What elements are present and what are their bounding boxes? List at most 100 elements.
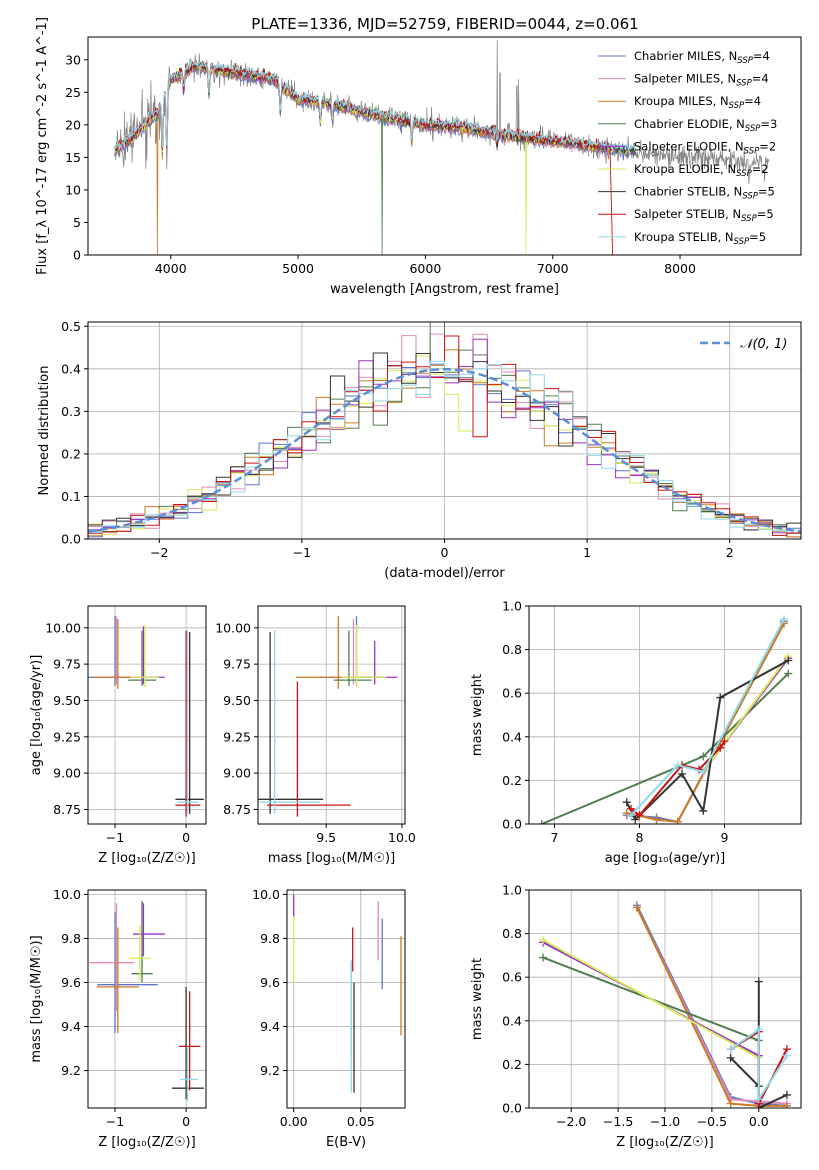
y-tick-label: 9.8 xyxy=(260,931,280,946)
y-tick-label: 9.6 xyxy=(260,975,280,990)
weight-point-marker xyxy=(673,761,682,770)
y-tick-label: 9.50 xyxy=(223,693,251,708)
y-tick-label: 9.75 xyxy=(223,657,251,672)
legend-label: Kroupa STELIB, NSSP=5 xyxy=(634,230,766,247)
y-tick-label: 9.00 xyxy=(223,766,251,781)
weight-point-marker xyxy=(632,903,641,912)
errorbar-point xyxy=(176,630,199,814)
weight-series-line xyxy=(625,659,789,822)
weight-point-marker xyxy=(720,737,729,746)
plot-spectrum: 4000 5000 6000 7000 8000 0 5 10 15 20 25 30 waveleng… xyxy=(35,17,802,297)
x-axis-label: Z [log₁₀(Z/Z☉)] xyxy=(98,851,195,866)
errorbar-point xyxy=(341,624,387,688)
legend-label: 𝒩(0, 1) xyxy=(740,337,787,352)
x-tick-label: −1 xyxy=(106,830,124,845)
legend-label: Chabrier STELIB, NSSP=5 xyxy=(634,185,775,202)
x-axis-label: Z [log₁₀(Z/Z☉)] xyxy=(616,1135,713,1150)
weight-series-line xyxy=(630,618,785,816)
weight-point-marker xyxy=(678,769,686,778)
spectrum-model-line xyxy=(114,59,636,153)
spectrum-legend: Chabrier MILES, NSSP=4 Salpeter MILES, NS… xyxy=(598,49,777,247)
weight-point-marker xyxy=(537,820,546,824)
x-tick-label: 9 xyxy=(721,830,729,845)
weight-point-marker xyxy=(754,1025,763,1034)
weight-point-marker xyxy=(635,811,644,820)
y-tick-label: 10.0 xyxy=(252,887,280,902)
y-axis-label: mass weight xyxy=(470,674,485,756)
weight-series-line xyxy=(542,939,760,1059)
errorbar-point xyxy=(259,630,321,814)
axes-frame xyxy=(257,605,406,825)
y-axis-label: age [log₁₀(age/yr)] xyxy=(29,655,44,776)
errorbar-point xyxy=(129,925,151,981)
weight-point-marker xyxy=(780,615,788,624)
y-tick-label: 9.8 xyxy=(61,931,81,946)
y-tick-label: 0.5 xyxy=(61,319,81,334)
y-tick-label: 0.0 xyxy=(502,817,522,832)
weight-point-marker xyxy=(539,936,548,945)
errorbar-point xyxy=(258,632,324,814)
legend-label: Kroupa MILES, NSSP=4 xyxy=(634,94,761,111)
weight-point-marker xyxy=(716,743,725,752)
weight-point-marker xyxy=(699,806,708,815)
y-tick-label: 10.00 xyxy=(45,620,81,635)
y-tick-label: 9.2 xyxy=(61,1063,81,1078)
weight-point-marker xyxy=(726,1053,735,1062)
y-tick-label: 0.0 xyxy=(61,532,81,547)
y-tick-label: 9.4 xyxy=(61,1019,81,1034)
errorbar-point xyxy=(175,632,204,814)
y-tick-label: 9.00 xyxy=(53,766,81,781)
y-tick-label: 0.3 xyxy=(61,404,81,419)
errorbar-point xyxy=(267,681,351,817)
x-axis-label: (data-model)/error xyxy=(384,566,505,581)
normal-reference-curve xyxy=(88,368,801,533)
weight-series-line xyxy=(730,1027,788,1103)
legend-label: Chabrier MILES, NSSP=4 xyxy=(634,49,770,66)
y-tick-label: 0.6 xyxy=(502,970,522,985)
x-tick-label: 0.05 xyxy=(347,1114,375,1129)
errorbar-point xyxy=(89,903,135,1012)
plot-mass-vs-EBV: 0.00 0.05 9.2 9.4 9.6 9.8 10.0 E(B-V) xyxy=(252,887,406,1150)
y-tick-label: 0.6 xyxy=(502,686,522,701)
plot-area-residuals xyxy=(88,322,801,538)
y-axis-label: Flux [f_λ 10^-17 erg cm^-2 s^-1 A^-1] xyxy=(35,17,50,275)
weight-point-marker xyxy=(673,817,682,824)
weight-point-marker xyxy=(754,977,763,986)
x-axis-label: wavelength [Angstrom, rest frame] xyxy=(330,282,559,297)
weight-point-marker xyxy=(784,669,793,678)
plot-weight-vs-age: 7 8 9 0.0 0.2 0.4 0.6 0.8 1.0 age [log₁₀(age/yr)]… xyxy=(470,599,802,866)
x-tick-label: −1 xyxy=(106,1114,124,1129)
weight-point-marker xyxy=(726,1099,735,1108)
y-tick-label: 20 xyxy=(65,117,81,132)
plot-area-mass-vs-EBV xyxy=(293,894,402,1093)
weight-point-marker xyxy=(622,809,631,818)
weight-point-marker xyxy=(652,815,661,824)
y-tick-label: 0.4 xyxy=(61,361,81,376)
x-tick-label: 4000 xyxy=(155,261,187,276)
errorbar-point xyxy=(132,903,165,957)
y-tick-label: 0.8 xyxy=(502,926,522,941)
plot-mass-vs-Z: −1 0 9.2 9.4 9.6 9.8 10.0 Z [log₁₀(Z/Z☉)] mass [… xyxy=(29,887,207,1150)
x-tick-label: −0.5 xyxy=(697,1114,727,1129)
weight-point-marker xyxy=(784,656,793,665)
y-axis-label: mass weight xyxy=(470,958,485,1040)
errorbar-point xyxy=(180,1046,199,1102)
y-tick-label: 10.0 xyxy=(53,887,81,902)
y-tick-label: 9.4 xyxy=(260,1019,280,1034)
weight-point-marker xyxy=(782,1101,791,1108)
axes-frame xyxy=(87,889,207,1109)
errorbar-point xyxy=(178,991,201,1091)
x-tick-label: 2 xyxy=(726,545,734,560)
y-tick-label: 0.0 xyxy=(502,1101,522,1116)
y-tick-label: 30 xyxy=(65,52,81,67)
y-tick-label: 15 xyxy=(65,150,81,165)
x-tick-label: 1 xyxy=(583,545,591,560)
y-tick-label: 8.75 xyxy=(53,802,81,817)
plot-age-vs-mass: 9.5 10.0 8.75 9.00 9.25 9.50 9.75 10.00 mass [lo… xyxy=(215,605,416,866)
x-axis-label: age [log₁₀(age/yr)] xyxy=(605,851,726,866)
x-tick-label: 0.0 xyxy=(749,1114,769,1129)
legend-label: Salpeter ELODIE, NSSP=2 xyxy=(634,139,776,156)
x-tick-label: −1.5 xyxy=(603,1114,633,1129)
x-tick-label: 0 xyxy=(441,545,449,560)
